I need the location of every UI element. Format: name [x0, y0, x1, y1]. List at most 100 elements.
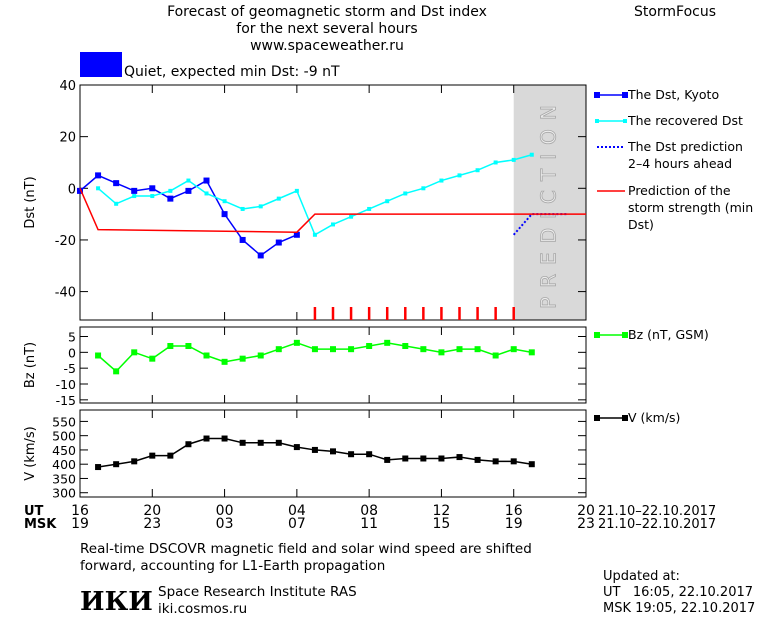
data-point: [203, 435, 210, 442]
data-point: [131, 458, 138, 465]
legend-marker: [622, 415, 628, 421]
data-point: [77, 187, 83, 194]
data-point: [204, 191, 209, 196]
data-point: [167, 452, 174, 459]
data-point: [203, 352, 210, 359]
data-point: [420, 455, 427, 462]
data-point: [385, 199, 390, 204]
y-tick-label: 350: [52, 471, 76, 486]
y-tick-label: 5: [68, 330, 76, 345]
x-tick-label: 04: [288, 503, 306, 519]
data-point: [492, 458, 499, 465]
data-point: [131, 187, 138, 194]
y-tick-label: 500: [52, 429, 76, 444]
ut-range: 21.10–22.10.2017: [598, 504, 716, 519]
data-point: [257, 352, 264, 359]
x-tick-label: 16: [71, 503, 89, 519]
data-point: [510, 346, 517, 353]
y-tick-label: -15: [56, 393, 76, 408]
data-point: [132, 194, 137, 199]
data-point: [149, 355, 156, 362]
data-point: [510, 458, 517, 465]
data-point: [402, 455, 409, 462]
x-tick-label: 08: [360, 503, 378, 519]
ut-label: UT: [24, 504, 44, 519]
data-point: [185, 441, 192, 448]
data-point: [203, 177, 210, 184]
updated-label: Updated at:: [603, 569, 680, 584]
y-tick-label: 400: [52, 457, 76, 472]
data-point: [366, 451, 373, 458]
data-point: [493, 160, 498, 165]
data-point: [438, 349, 445, 356]
data-point: [528, 349, 535, 356]
y-tick-label: 550: [52, 414, 76, 429]
x-tick-label: 20: [143, 503, 161, 519]
legend-label: The recovered Dst: [628, 113, 743, 128]
data-point: [529, 152, 534, 157]
data-point: [330, 448, 336, 455]
x-tick-label: 23: [143, 516, 161, 532]
logo: ИКИ: [80, 587, 153, 617]
data-point: [311, 446, 318, 453]
data-point: [474, 346, 481, 353]
legend-label: V (km/s): [628, 410, 681, 425]
data-point: [149, 185, 156, 192]
y-tick-label: 20: [59, 131, 76, 146]
data-point: [294, 188, 299, 193]
data-point: [185, 343, 192, 349]
x-tick-label: 20: [577, 503, 595, 519]
data-point: [348, 451, 355, 458]
x-tick-label: 15: [433, 516, 451, 532]
legend-entry: The recovered Dst: [628, 113, 743, 128]
msk-range: 21.10–22.10.2017: [598, 517, 716, 532]
y-tick-label: -5: [64, 361, 76, 376]
legend-marker: [594, 415, 600, 421]
data-point: [402, 343, 409, 349]
x-tick-label: 19: [71, 516, 89, 532]
plot-frame: [79, 409, 587, 498]
y-tick-label: 40: [59, 79, 76, 94]
legend-label: The Dst prediction 2–4 hours ahead: [628, 139, 743, 171]
data-point: [113, 368, 120, 375]
data-point: [348, 346, 355, 353]
data-point: [95, 172, 102, 179]
data-point: [438, 455, 445, 462]
data-point: [275, 346, 282, 353]
data-point: [456, 346, 463, 353]
data-point: [456, 454, 463, 461]
legend-label: Bz (nT, GSM): [628, 327, 709, 342]
data-point: [221, 435, 228, 442]
legend-label: The Dst, Kyoto: [628, 87, 720, 102]
x-tick-label: 16: [505, 503, 523, 519]
y-tick-label: 0: [68, 182, 76, 197]
data-point: [384, 339, 391, 346]
data-point: [258, 204, 263, 209]
data-point: [276, 196, 281, 201]
x-tick-label: 03: [216, 516, 234, 532]
site: iki.cosmos.ru: [158, 601, 247, 617]
x-tick-label: 11: [360, 516, 378, 532]
data-point: [95, 464, 102, 471]
prediction-zone: [513, 85, 586, 320]
data-point: [492, 352, 499, 359]
data-point: [221, 211, 228, 218]
legend-marker: [623, 119, 627, 123]
data-point: [311, 346, 318, 353]
y-tick-label: -10: [56, 377, 76, 392]
data-point: [367, 206, 372, 211]
legend-entry: V (km/s): [628, 410, 681, 425]
data-point: [275, 239, 282, 246]
data-point: [95, 352, 102, 359]
data-point: [186, 178, 191, 183]
data-point: [293, 231, 300, 238]
y-tick-label: -20: [55, 234, 76, 249]
legend-marker: [594, 332, 600, 338]
data-point: [528, 461, 535, 468]
data-point: [293, 444, 300, 451]
legend-entry: The Dst prediction 2–4 hours ahead: [628, 139, 743, 171]
data-point: [275, 439, 282, 446]
note-line: Real-time DSCOVR magnetic field and sola…: [80, 541, 532, 557]
msk-label: MSK: [24, 517, 57, 532]
